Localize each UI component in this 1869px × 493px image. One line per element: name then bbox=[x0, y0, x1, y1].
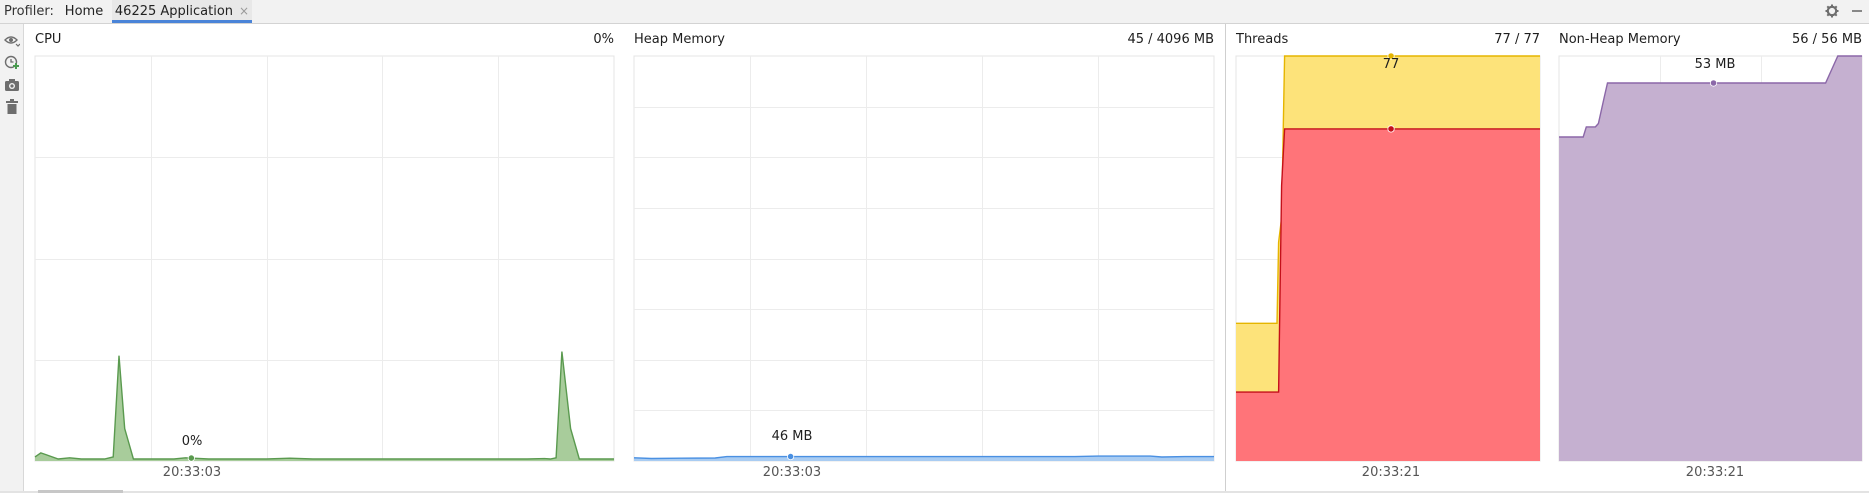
add-timer-icon[interactable] bbox=[3, 54, 21, 72]
camera-icon[interactable] bbox=[3, 76, 21, 94]
nonheap-value: 56 / 56 MB bbox=[1792, 32, 1862, 47]
threads-live-series-line bbox=[1236, 128, 1540, 393]
threads-point-label: 77 bbox=[1382, 57, 1400, 72]
trash-icon[interactable] bbox=[3, 98, 21, 116]
minimize-icon[interactable] bbox=[1849, 3, 1865, 19]
nonheap-series-area bbox=[1559, 56, 1862, 461]
cpu-marker bbox=[187, 454, 195, 462]
tab-home[interactable]: Home bbox=[58, 0, 110, 23]
cpu-value: 0% bbox=[593, 32, 614, 47]
nonheap-chart bbox=[1558, 55, 1863, 462]
nonheap-title: Non-Heap Memory bbox=[1559, 32, 1681, 47]
panel-divider bbox=[1225, 24, 1226, 493]
cpu-plot-area bbox=[34, 55, 615, 462]
close-tab-icon[interactable]: × bbox=[239, 4, 250, 18]
cpu-title: CPU bbox=[35, 32, 62, 47]
heap-title: Heap Memory bbox=[634, 32, 725, 47]
threads-chart bbox=[1235, 52, 1541, 462]
cpu-point-label: 0% bbox=[181, 434, 203, 449]
tab-application[interactable]: 46225 Application × bbox=[112, 0, 252, 23]
nonheap-point-label: 53 MB bbox=[1694, 57, 1736, 72]
nonheap-marker bbox=[1709, 79, 1718, 87]
threads-total-marker bbox=[1387, 52, 1395, 60]
tab-application-label: 46225 Application bbox=[114, 4, 234, 19]
profiler-label: Profiler: bbox=[4, 4, 54, 19]
cpu-chart bbox=[34, 55, 615, 462]
heap-series-area bbox=[634, 456, 1214, 461]
heap-plot-area bbox=[633, 55, 1215, 462]
nonheap-time-label: 20:33:21 bbox=[1685, 465, 1745, 480]
profiler-tab-bar: Profiler: Home 46225 Application × bbox=[0, 0, 1869, 24]
bottom-border bbox=[0, 491, 1869, 493]
threads-value: 77 / 77 bbox=[1494, 32, 1540, 47]
heap-value: 45 / 4096 MB bbox=[1127, 32, 1214, 47]
threads-live-series-area bbox=[1236, 128, 1540, 461]
threads-time-label: 20:33:21 bbox=[1361, 465, 1421, 480]
threads-total-series-line bbox=[1236, 55, 1540, 324]
eye-icon[interactable] bbox=[3, 32, 21, 50]
heap-point-label: 46 MB bbox=[771, 429, 813, 444]
profiler-toolstrip bbox=[0, 24, 24, 493]
tab-home-label: Home bbox=[64, 4, 104, 19]
heap-marker bbox=[787, 452, 795, 461]
gear-icon[interactable] bbox=[1824, 3, 1840, 19]
cpu-series-line bbox=[34, 351, 614, 460]
horizontal-scrollbar[interactable] bbox=[38, 490, 123, 493]
heap-chart bbox=[633, 55, 1215, 462]
nonheap-series-line bbox=[1559, 55, 1862, 138]
cpu-time-label: 20:33:03 bbox=[162, 465, 222, 480]
heap-time-label: 20:33:03 bbox=[762, 465, 822, 480]
threads-live-marker bbox=[1387, 125, 1395, 133]
threads-title: Threads bbox=[1236, 32, 1289, 47]
heap-series-line bbox=[633, 455, 1214, 460]
